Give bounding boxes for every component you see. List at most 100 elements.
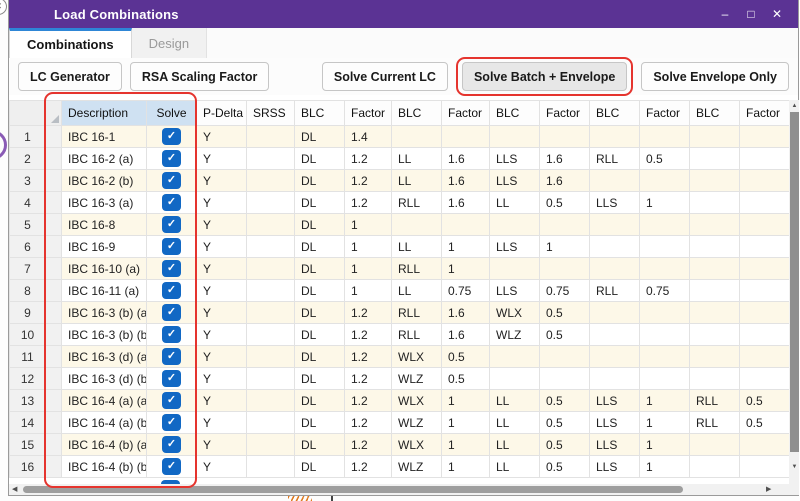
factor-cell-1[interactable]: 1 [344,213,392,236]
description-cell[interactable]: IBC 16-3 (b) (a) [61,301,147,324]
description-cell[interactable]: IBC 16-11 (a) [61,279,147,302]
row-number[interactable]: 8 [9,279,46,302]
pdelta-cell[interactable]: Y [196,433,247,456]
blc-cell-1[interactable]: DL [294,125,345,148]
factor-cell-2[interactable]: 1.6 [441,147,490,170]
factor-cell-1[interactable]: 1.2 [344,147,392,170]
factor-cell-2[interactable]: 1 [441,433,490,456]
row-number[interactable]: 6 [9,235,46,258]
scroll-down-icon[interactable]: ▼ [791,464,798,470]
blc-cell-2[interactable]: WLZ [391,367,442,390]
factor-cell-4[interactable]: 1 [639,455,690,478]
description-cell[interactable]: IBC 16-3 (d) (b) [61,367,147,390]
factor-cell-3[interactable]: 0.5 [539,411,590,434]
solve-cell[interactable]: ✓ [146,411,197,434]
factor-cell-1[interactable]: 1.2 [344,169,392,192]
row-handle[interactable] [45,169,62,192]
row-number[interactable]: 4 [9,191,46,214]
blc-cell-3[interactable]: LL [489,411,540,434]
factor-cell-3[interactable] [539,213,590,236]
blc-cell-5[interactable] [689,345,740,368]
srss-cell[interactable] [246,257,295,280]
blc-cell-5[interactable] [689,301,740,324]
factor-cell-5[interactable] [739,345,790,368]
solve-cell[interactable]: ✓ [146,125,197,148]
factor-cell-2[interactable]: 1.6 [441,323,490,346]
factor-cell-3[interactable]: 0.5 [539,433,590,456]
solve-cell[interactable]: ✓ [146,301,197,324]
factor-cell-5[interactable] [739,257,790,280]
blc-cell-5[interactable] [689,279,740,302]
factor-cell-4[interactable] [639,301,690,324]
factor-cell-2[interactable]: 0.5 [441,367,490,390]
factor-cell-1[interactable]: 1.2 [344,367,392,390]
lc-generator-button[interactable]: LC Generator [18,62,122,91]
factor-cell-4[interactable] [639,125,690,148]
blc-cell-3[interactable]: WLX [489,301,540,324]
srss-cell[interactable] [246,125,295,148]
blc-cell-5[interactable] [689,455,740,478]
blc-cell-3[interactable]: LLS [489,279,540,302]
srss-cell[interactable] [246,389,295,412]
row-handle[interactable] [45,345,62,368]
row-number[interactable]: 3 [9,169,46,192]
factor-cell-2[interactable] [441,213,490,236]
blc-cell-5[interactable] [689,191,740,214]
blc-cell-2[interactable]: LL [391,147,442,170]
col-header-pdelta[interactable]: P-Delta [196,100,247,126]
row-number[interactable]: 12 [9,367,46,390]
blc-cell-2[interactable]: WLX [391,345,442,368]
blc-cell-3[interactable]: LLS [489,147,540,170]
description-cell[interactable]: IBC 16-2 (b) [61,169,147,192]
solve-checkbox-checked[interactable]: ✓ [162,348,181,365]
solve-checkbox-checked[interactable]: ✓ [162,458,181,475]
row-number[interactable]: 10 [9,323,46,346]
factor-cell-5[interactable] [739,191,790,214]
factor-cell-5[interactable]: 0.5 [739,411,790,434]
description-cell[interactable]: IBC 16-2 (a) [61,147,147,170]
blc-cell-1[interactable]: DL [294,323,345,346]
blc-cell-4[interactable] [589,235,640,258]
row-handle[interactable] [45,235,62,258]
blc-cell-5[interactable]: RLL [689,389,740,412]
select-all-corner[interactable] [45,100,62,126]
factor-cell-5[interactable] [739,235,790,258]
factor-cell-4[interactable]: 1 [639,191,690,214]
col-header-srss[interactable]: SRSS [246,100,295,126]
col-header-factor-2[interactable]: Factor [441,100,490,126]
description-cell[interactable]: IBC 16-3 (d) (a) [61,345,147,368]
row-number[interactable]: 2 [9,147,46,170]
solve-checkbox-checked[interactable]: ✓ [162,414,181,431]
blc-cell-4[interactable] [589,257,640,280]
row-number[interactable]: 9 [9,301,46,324]
solve-cell[interactable]: ✓ [146,389,197,412]
blc-cell-1[interactable]: DL [294,235,345,258]
blc-cell-3[interactable]: LL [489,191,540,214]
row-number[interactable]: 7 [9,257,46,280]
factor-cell-3[interactable]: 1 [539,235,590,258]
factor-cell-4[interactable] [639,213,690,236]
pdelta-cell[interactable]: Y [196,389,247,412]
pdelta-cell[interactable]: Y [196,367,247,390]
factor-cell-2[interactable]: 1.6 [441,301,490,324]
blc-cell-3[interactable]: WLZ [489,323,540,346]
solve-current-lc-button[interactable]: Solve Current LC [321,62,448,91]
solve-checkbox-checked[interactable]: ✓ [162,370,181,387]
row-handle[interactable] [45,301,62,324]
row-handle[interactable] [45,411,62,434]
rsa-scaling-factor-button[interactable]: RSA Scaling Factor [129,62,270,91]
solve-envelope-only-button[interactable]: Solve Envelope Only [641,62,789,91]
factor-cell-2[interactable]: 1.6 [441,169,490,192]
row-handle[interactable] [45,367,62,390]
pdelta-cell[interactable]: Y [196,257,247,280]
scroll-up-icon[interactable]: ▲ [791,103,798,109]
pdelta-cell[interactable]: Y [196,323,247,346]
blc-cell-4[interactable]: RLL [589,279,640,302]
row-number[interactable]: 16 [9,455,46,478]
factor-cell-5[interactable] [739,213,790,236]
blc-cell-5[interactable]: RLL [689,411,740,434]
solve-checkbox-checked[interactable]: ✓ [162,392,181,409]
blc-cell-2[interactable]: RLL [391,323,442,346]
vertical-scrollbar-thumb[interactable] [790,112,799,452]
description-cell[interactable]: IBC 16-9 [61,235,147,258]
